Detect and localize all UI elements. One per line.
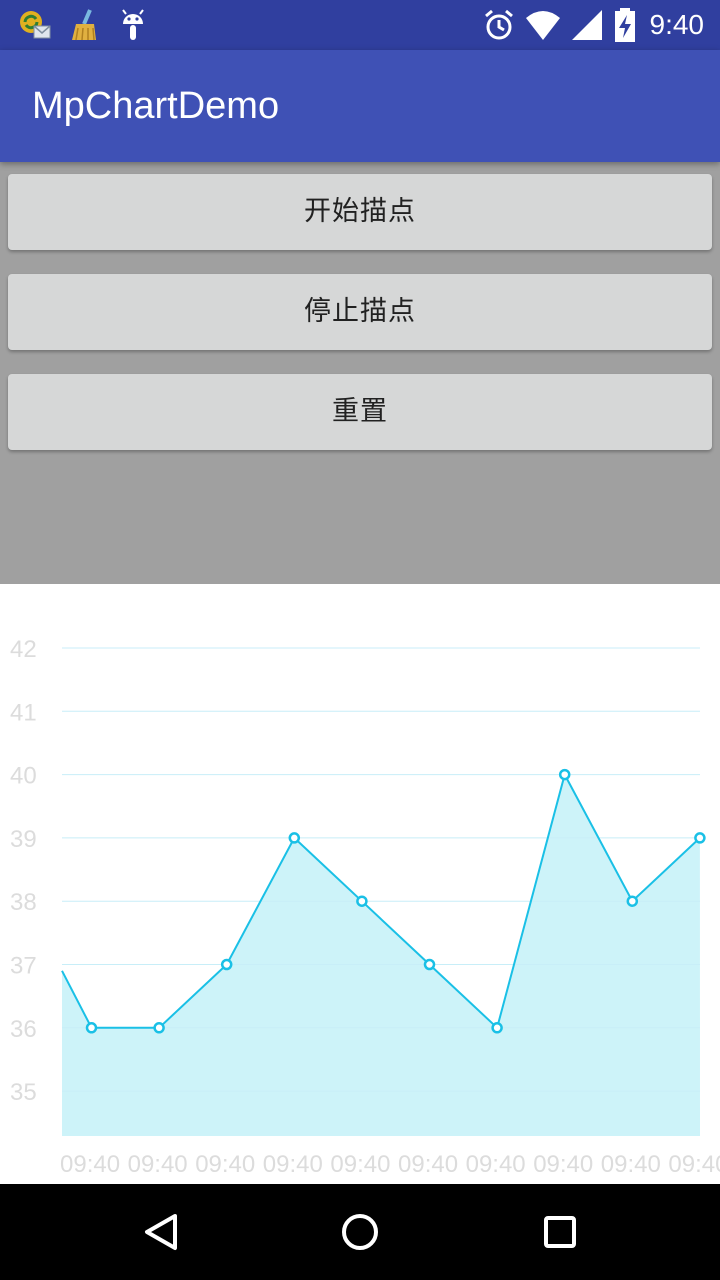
recents-icon[interactable] — [530, 1202, 590, 1262]
data-point — [493, 1023, 502, 1032]
data-point — [357, 897, 366, 906]
chart-area-fill — [62, 775, 700, 1136]
x-tick-label: 09:40 — [398, 1151, 458, 1178]
data-point — [695, 833, 704, 842]
wifi-icon — [524, 6, 562, 44]
reset-button[interactable]: 重置 — [8, 374, 712, 450]
stop-plot-button[interactable]: 停止描点 — [8, 274, 712, 350]
signal-icon — [568, 6, 606, 44]
data-point — [425, 960, 434, 969]
status-bar: 9:40 — [0, 0, 720, 50]
x-tick-label: 09:40 — [533, 1151, 593, 1178]
navigation-bar — [0, 1184, 720, 1280]
y-tick-label: 42 — [10, 636, 37, 663]
button-panel: 开始描点 停止描点 重置 — [0, 162, 720, 584]
battery-charging-icon — [606, 6, 644, 44]
x-tick-label: 09:40 — [60, 1151, 120, 1178]
x-tick-label: 09:40 — [263, 1151, 323, 1178]
y-tick-label: 38 — [10, 889, 37, 916]
app-title: MpChartDemo — [32, 50, 279, 162]
y-tick-label: 39 — [10, 826, 37, 853]
y-tick-label: 41 — [10, 699, 37, 726]
chart-svg: 35 36 37 38 39 40 41 42 09:40 09:40 09:40 09:40 09:4… — [0, 584, 720, 1184]
data-point — [87, 1023, 96, 1032]
app-bar: MpChartDemo — [0, 50, 720, 162]
x-tick-label: 09:40 — [195, 1151, 255, 1178]
x-tick-label: 09:40 — [466, 1151, 526, 1178]
data-point — [290, 833, 299, 842]
data-point — [222, 960, 231, 969]
data-point — [628, 897, 637, 906]
data-point — [560, 770, 569, 779]
x-tick-label: 09:40 — [128, 1151, 188, 1178]
android-icon — [114, 6, 152, 44]
y-tick-label: 37 — [10, 953, 37, 980]
status-time: 9:40 — [650, 6, 705, 44]
x-tick-label: 09:40 — [601, 1151, 661, 1178]
line-chart[interactable]: 35 36 37 38 39 40 41 42 09:40 09:40 09:40 09:40 09:4… — [0, 584, 720, 1184]
y-tick-label: 40 — [10, 763, 37, 790]
y-tick-label: 35 — [10, 1079, 37, 1106]
home-icon[interactable] — [330, 1202, 390, 1262]
sync-mail-icon — [16, 6, 54, 44]
y-tick-label: 36 — [10, 1016, 37, 1043]
broom-icon — [66, 6, 104, 44]
start-plot-button[interactable]: 开始描点 — [8, 174, 712, 250]
alarm-icon — [480, 6, 518, 44]
back-icon[interactable] — [130, 1202, 190, 1262]
data-point — [155, 1023, 164, 1032]
x-tick-label: 09:40 — [668, 1151, 720, 1178]
x-tick-label: 09:40 — [330, 1151, 390, 1178]
